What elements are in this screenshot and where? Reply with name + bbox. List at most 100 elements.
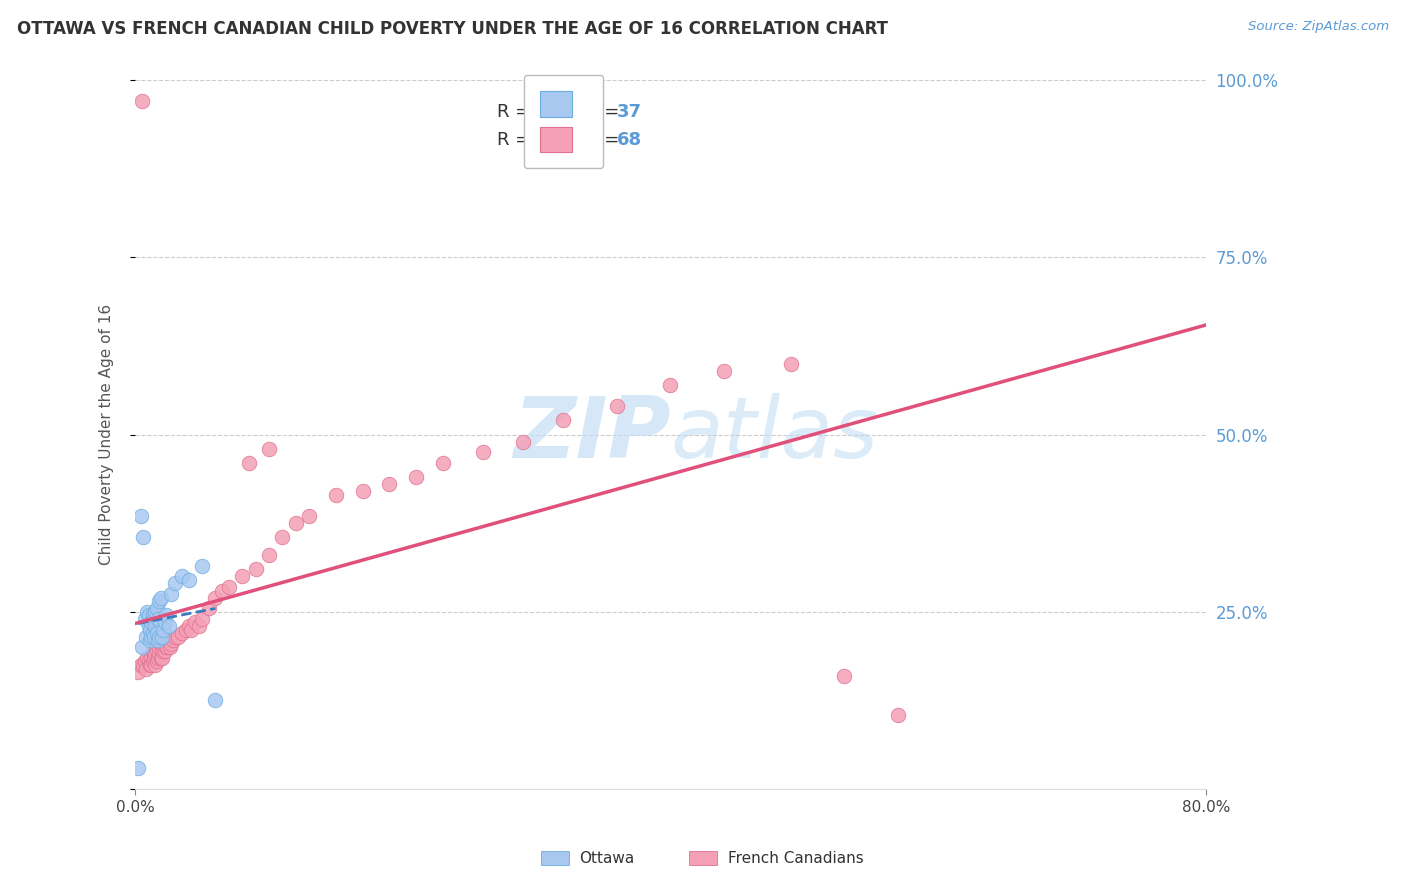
Point — [142, 608, 165, 623]
Point — [136, 651, 159, 665]
Point — [132, 658, 155, 673]
Text: N =: N = — [585, 130, 624, 149]
Y-axis label: Child Poverty Under the Age of 16: Child Poverty Under the Age of 16 — [100, 304, 114, 566]
Point — [405, 470, 427, 484]
Point — [184, 615, 207, 630]
Point — [713, 364, 735, 378]
Point — [512, 434, 534, 449]
Point — [177, 619, 200, 633]
Point — [245, 562, 267, 576]
Point — [141, 630, 163, 644]
Point — [145, 655, 167, 669]
Point — [298, 509, 321, 524]
Point — [138, 608, 160, 623]
Point — [127, 665, 149, 680]
Point — [148, 648, 170, 662]
Point — [141, 651, 163, 665]
Point — [432, 456, 454, 470]
Point — [325, 488, 347, 502]
Text: N =: N = — [585, 103, 624, 121]
Point — [142, 630, 165, 644]
Point — [159, 640, 181, 655]
Point — [138, 619, 160, 633]
Point — [141, 615, 163, 630]
Point — [152, 623, 174, 637]
Point — [191, 612, 214, 626]
Point — [139, 633, 162, 648]
Point — [204, 591, 226, 605]
Point — [160, 587, 183, 601]
Text: Ottawa: Ottawa — [579, 851, 634, 865]
Point — [177, 573, 200, 587]
Point — [165, 576, 187, 591]
Point — [165, 630, 187, 644]
Text: 68: 68 — [617, 130, 643, 149]
Point — [127, 761, 149, 775]
Point — [142, 626, 165, 640]
Point — [143, 619, 166, 633]
Point — [135, 630, 157, 644]
Point — [160, 637, 183, 651]
Text: French Canadians: French Canadians — [728, 851, 865, 865]
Point — [142, 612, 165, 626]
Point — [142, 644, 165, 658]
Point — [553, 413, 575, 427]
Point — [157, 633, 180, 648]
Point — [218, 580, 240, 594]
Text: 0.453: 0.453 — [531, 130, 588, 149]
Point — [211, 583, 233, 598]
Point — [146, 633, 169, 648]
Point — [149, 651, 172, 665]
Point — [145, 644, 167, 658]
Point — [780, 357, 803, 371]
Point — [143, 605, 166, 619]
Point — [887, 707, 910, 722]
Point — [150, 651, 173, 665]
Point — [138, 655, 160, 669]
Point — [131, 640, 153, 655]
Legend: , : , — [523, 75, 603, 169]
Point — [148, 594, 170, 608]
Point — [153, 615, 176, 630]
Text: Source: ZipAtlas.com: Source: ZipAtlas.com — [1249, 20, 1389, 33]
Point — [145, 626, 167, 640]
Point — [141, 658, 163, 673]
Point — [188, 619, 211, 633]
Point — [139, 658, 162, 673]
Text: OTTAWA VS FRENCH CANADIAN CHILD POVERTY UNDER THE AGE OF 16 CORRELATION CHART: OTTAWA VS FRENCH CANADIAN CHILD POVERTY … — [17, 20, 887, 37]
Point — [155, 608, 177, 623]
Point — [271, 530, 294, 544]
Point — [134, 612, 156, 626]
Point — [198, 601, 221, 615]
Point — [142, 651, 165, 665]
Point — [150, 630, 173, 644]
Point — [606, 399, 628, 413]
Point — [162, 633, 184, 648]
Point — [170, 626, 193, 640]
Point — [148, 630, 170, 644]
Point — [145, 601, 167, 615]
Point — [139, 623, 162, 637]
Point — [131, 95, 153, 109]
Point — [149, 591, 172, 605]
Point — [204, 693, 226, 707]
Point — [191, 558, 214, 573]
Point — [146, 651, 169, 665]
Point — [152, 644, 174, 658]
Point — [143, 658, 166, 673]
Point — [135, 662, 157, 676]
Point — [284, 516, 307, 531]
Point — [136, 605, 159, 619]
Text: R =: R = — [498, 103, 536, 121]
Point — [180, 623, 202, 637]
Point — [231, 569, 253, 583]
Point — [146, 612, 169, 626]
Point — [659, 378, 682, 392]
Point — [150, 640, 173, 655]
Point — [472, 445, 495, 459]
Point — [155, 640, 177, 655]
Point — [134, 655, 156, 669]
Point — [257, 548, 280, 562]
Point — [170, 569, 193, 583]
Point — [834, 668, 856, 682]
